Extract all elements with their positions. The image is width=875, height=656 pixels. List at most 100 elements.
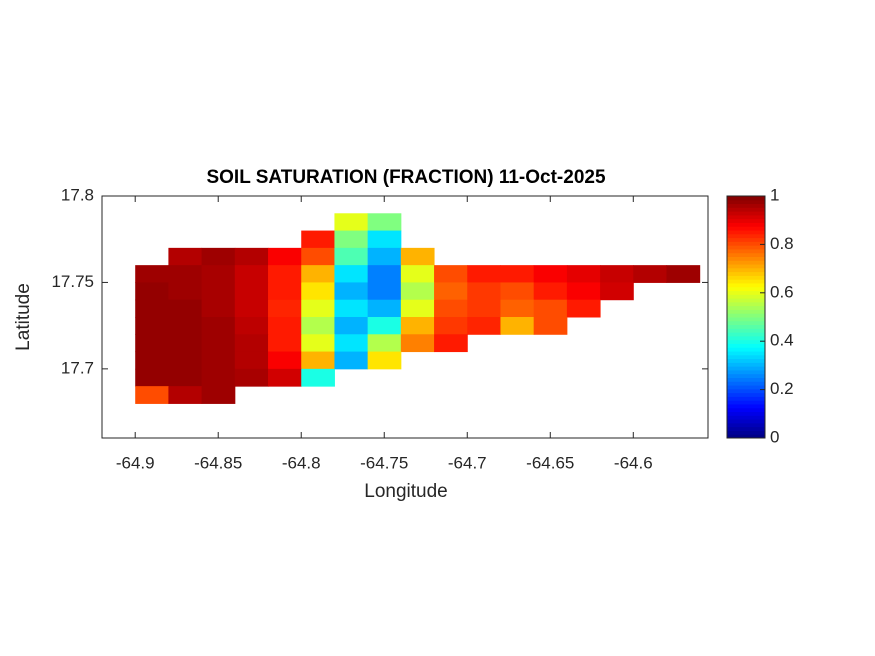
cell xyxy=(135,299,169,318)
cell xyxy=(434,282,468,301)
cell xyxy=(334,351,369,370)
cell xyxy=(566,299,601,318)
x-tick-label: -64.85 xyxy=(194,453,242,472)
colorbar-box xyxy=(726,195,766,439)
colorbar-swatch xyxy=(727,282,765,288)
heatmap-cells xyxy=(135,213,701,404)
cell xyxy=(334,230,369,249)
x-tick-label: -64.75 xyxy=(360,453,408,472)
cell xyxy=(234,282,269,301)
cell xyxy=(135,282,169,301)
colorbar-swatch xyxy=(727,403,765,409)
colorbar-swatch xyxy=(727,241,765,246)
colorbar-swatch xyxy=(727,320,765,326)
cell xyxy=(467,317,501,335)
cell xyxy=(533,299,568,318)
cell xyxy=(201,282,236,301)
cell xyxy=(168,351,203,370)
colorbar-swatch xyxy=(727,328,765,333)
cell xyxy=(168,368,203,387)
cell xyxy=(301,247,335,266)
colorbar-swatch xyxy=(727,385,765,390)
colorbar-swatch xyxy=(727,335,765,341)
colorbar-swatch xyxy=(727,301,765,307)
colorbar-swatch xyxy=(727,294,765,299)
cell xyxy=(434,334,468,353)
cell xyxy=(234,334,269,353)
cell xyxy=(467,299,501,318)
colorbar-swatch xyxy=(727,279,765,284)
y-tick-label: 17.8 xyxy=(61,185,94,204)
colorbar-swatch xyxy=(727,377,765,382)
cell xyxy=(168,282,203,301)
colorbar-swatch xyxy=(727,226,765,231)
cell xyxy=(301,299,335,318)
cell xyxy=(367,317,402,335)
cell xyxy=(201,386,236,404)
cell xyxy=(135,368,169,387)
cell xyxy=(367,247,402,266)
colorbar-swatch xyxy=(727,351,765,356)
colorbar-swatch xyxy=(727,362,765,367)
colorbar-swatch xyxy=(727,286,765,292)
colorbar-swatch xyxy=(727,415,765,420)
cell xyxy=(434,265,468,283)
cell xyxy=(367,213,402,232)
colorbar-swatch xyxy=(727,434,765,439)
colorbar-swatch xyxy=(727,358,765,363)
colorbar-swatch xyxy=(727,248,765,254)
cell xyxy=(135,265,169,283)
cell xyxy=(201,368,236,387)
cell xyxy=(500,282,535,301)
colorbar-swatch xyxy=(727,411,765,416)
cell xyxy=(334,334,369,353)
colorbar-swatch xyxy=(727,426,765,431)
x-tick-label: -64.9 xyxy=(116,453,155,472)
colorbar-swatch xyxy=(727,222,765,227)
cell xyxy=(600,265,634,283)
colorbar-swatch xyxy=(727,275,765,280)
y-tick-label: 17.7 xyxy=(61,358,94,377)
cell xyxy=(201,317,236,335)
colorbar-swatch xyxy=(727,218,765,223)
cell xyxy=(334,247,369,266)
colorbar-swatch xyxy=(727,366,765,371)
colorbar-swatch xyxy=(727,271,765,276)
cell xyxy=(367,351,402,370)
colorbar-swatch xyxy=(727,388,765,394)
colorbar-swatch xyxy=(727,407,765,413)
cell xyxy=(367,265,402,283)
cell xyxy=(268,351,302,370)
colorbar-swatch xyxy=(727,400,765,405)
colorbar-tick-label: 0.8 xyxy=(770,234,794,253)
cell xyxy=(168,265,203,283)
cell xyxy=(268,247,302,266)
cell xyxy=(234,299,269,318)
cell xyxy=(400,265,435,283)
cell xyxy=(268,317,302,335)
colorbar-tick-label: 0 xyxy=(770,427,779,446)
colorbar-swatch xyxy=(727,324,765,329)
cell xyxy=(467,265,501,283)
y-axis-label: Latitude xyxy=(13,283,34,351)
cell xyxy=(334,282,369,301)
colorbar-swatch xyxy=(727,298,765,303)
colorbar-tick-label: 1 xyxy=(770,185,779,204)
cell xyxy=(467,282,501,301)
cell xyxy=(334,213,369,232)
colorbar-swatch xyxy=(727,211,765,216)
colorbar-swatch xyxy=(727,207,765,212)
cell xyxy=(334,317,369,335)
cell xyxy=(234,265,269,283)
cell xyxy=(234,317,269,335)
cell xyxy=(234,351,269,370)
cell xyxy=(566,265,601,283)
colorbar-swatch xyxy=(727,419,765,424)
cell xyxy=(400,282,435,301)
colorbar-swatch xyxy=(727,256,765,261)
colorbar-swatch xyxy=(727,290,765,295)
cell xyxy=(301,230,335,249)
colorbar-swatch xyxy=(727,214,765,220)
colorbar-swatch xyxy=(727,317,765,322)
colorbar-swatch xyxy=(727,245,765,250)
